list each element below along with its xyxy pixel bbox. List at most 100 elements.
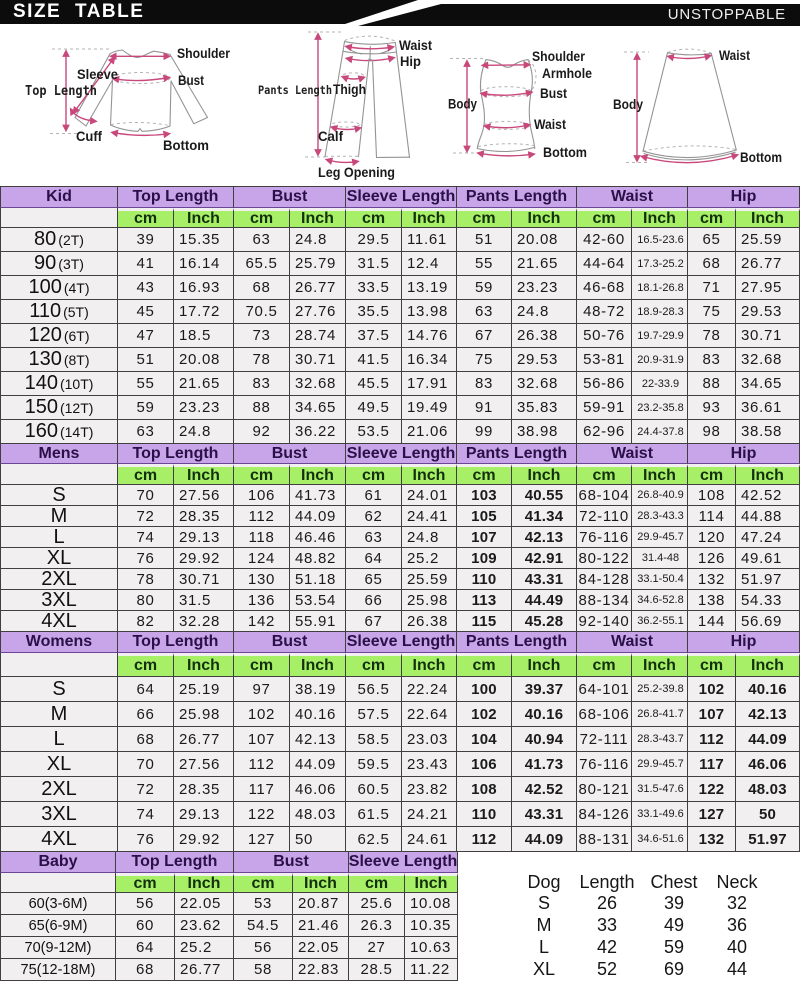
womens-value-cell: 104 bbox=[457, 727, 512, 752]
womens-value-cell: 80-121 bbox=[577, 777, 632, 802]
kid-value-cell: 29.5 bbox=[346, 228, 402, 252]
womens-value-cell: 127 bbox=[688, 802, 736, 827]
womens-value-cell: 40.16 bbox=[512, 702, 577, 727]
mens-value-cell: 41.73 bbox=[290, 485, 346, 506]
dog-col-header: Dog bbox=[527, 871, 561, 892]
mens-col-header: Hip bbox=[688, 444, 800, 464]
mens-value-cell: 30.71 bbox=[174, 569, 234, 590]
mens-size-cell: 3XL bbox=[0, 590, 118, 611]
pants-waist-ellipse bbox=[344, 35, 396, 42]
baby-unit-cm: cm bbox=[349, 873, 405, 893]
kid-value-cell: 16.93 bbox=[174, 276, 234, 300]
kid-value-cell: 29.53 bbox=[512, 348, 577, 372]
womens-value-cell: 40.16 bbox=[290, 702, 346, 727]
womens-value-cell: 23.43 bbox=[402, 752, 457, 777]
pants-thigh-label: Thigh bbox=[333, 81, 366, 97]
womens-value-cell: 50 bbox=[290, 827, 346, 852]
kid-value-cell: 27.76 bbox=[290, 300, 346, 324]
mens-col-header: Top Length bbox=[118, 444, 234, 464]
kid-size-tag: (10T) bbox=[59, 375, 94, 392]
mens-unit-blank bbox=[0, 464, 118, 485]
kid-value-cell: 46-68 bbox=[577, 276, 632, 300]
kid-value-cell: 39 bbox=[118, 228, 174, 252]
pants-left-inner bbox=[357, 58, 370, 158]
cuff-arrow bbox=[69, 107, 98, 125]
mens-value-cell: 48.82 bbox=[290, 548, 346, 569]
kid-value-cell: 62-96 bbox=[577, 420, 632, 444]
baby-value-cell: 10.35 bbox=[405, 915, 458, 937]
dog-value-cell: 49 bbox=[663, 914, 685, 935]
womens-unit-inch: Inch bbox=[512, 653, 577, 677]
baby-size-cell: 70(9-12M) bbox=[0, 937, 116, 959]
kid-value-cell: 24.4-37.8 bbox=[632, 420, 688, 444]
kid-value-cell: 43 bbox=[118, 276, 174, 300]
womens-value-cell: 34.6-51.6 bbox=[632, 827, 688, 852]
kid-size-label: 120 bbox=[28, 324, 62, 346]
womens-size-label: M bbox=[50, 702, 68, 725]
kid-value-cell: 26.77 bbox=[290, 276, 346, 300]
brand-label: UNSTOPPABLE bbox=[667, 6, 786, 23]
kid-value-cell: 21.06 bbox=[402, 420, 457, 444]
womens-value-cell: 102 bbox=[457, 702, 512, 727]
womens-size-cell: 4XL bbox=[0, 827, 118, 852]
womens-size-label: 2XL bbox=[41, 777, 77, 800]
womens-value-cell: 70 bbox=[118, 752, 174, 777]
womens-value-cell: 68-106 bbox=[577, 702, 632, 727]
mens-value-cell: 28.3-43.3 bbox=[632, 506, 688, 527]
pants-band-right bbox=[394, 41, 398, 53]
kid-col-header: Pants Length bbox=[457, 186, 577, 208]
kid-value-cell: 45 bbox=[118, 300, 174, 324]
mens-value-cell: 88-134 bbox=[577, 590, 632, 611]
top-length-label: Top Length bbox=[25, 84, 97, 99]
pants-left-outer bbox=[324, 50, 344, 158]
kid-value-cell: 24.8 bbox=[290, 228, 346, 252]
dog-col-header: Chest bbox=[650, 871, 698, 892]
baby-value-cell: 28.5 bbox=[349, 959, 405, 981]
kid-size-label: 130 bbox=[28, 348, 62, 370]
mens-size-cell: M bbox=[0, 506, 118, 527]
bottom-arrow bbox=[110, 129, 172, 139]
skirt-waist-line bbox=[666, 52, 712, 56]
kid-value-cell: 19.7-29.9 bbox=[632, 324, 688, 348]
womens-size-cell: 3XL bbox=[0, 802, 118, 827]
womens-value-cell: 23.03 bbox=[402, 727, 457, 752]
skirt-right-side bbox=[710, 53, 737, 151]
pants-waistband-top bbox=[343, 41, 396, 45]
kid-size-tag: (6T) bbox=[63, 327, 90, 344]
mens-value-cell: 61 bbox=[346, 485, 402, 506]
mens-value-cell: 25.98 bbox=[402, 590, 457, 611]
womens-value-cell: 102 bbox=[688, 677, 736, 702]
vest-bottom-label: Bottom bbox=[543, 144, 587, 160]
mens-value-cell: 44.09 bbox=[290, 506, 346, 527]
womens-size-cell: M bbox=[0, 702, 118, 727]
kid-value-cell: 18.5 bbox=[174, 324, 234, 348]
mens-value-cell: 42.91 bbox=[512, 548, 577, 569]
womens-value-cell: 38.19 bbox=[290, 677, 346, 702]
pants-calf-label: Calf bbox=[318, 128, 343, 144]
kid-value-cell: 65.5 bbox=[234, 252, 290, 276]
mens-col-header: Waist bbox=[577, 444, 688, 464]
mens-value-cell: 54.33 bbox=[736, 590, 800, 611]
kid-size-label: 80 bbox=[34, 228, 57, 250]
mens-value-cell: 110 bbox=[457, 569, 512, 590]
baby-value-cell: 56 bbox=[116, 893, 175, 915]
dog-size-label: L bbox=[538, 936, 549, 957]
kid-unit-cm: cm bbox=[457, 208, 512, 228]
kid-value-cell: 36.22 bbox=[290, 420, 346, 444]
kid-value-cell: 17.91 bbox=[402, 372, 457, 396]
pants-right-outer bbox=[395, 51, 411, 159]
dog-size-label: M bbox=[536, 914, 552, 935]
vest-neck bbox=[485, 59, 529, 68]
mens-unit-cm: cm bbox=[234, 464, 290, 485]
kid-size-label: 110 bbox=[29, 300, 62, 322]
womens-size-label: S bbox=[52, 677, 66, 700]
baby-section-title: Baby bbox=[0, 852, 116, 873]
kid-unit-blank bbox=[0, 208, 118, 228]
dog-size-label: S bbox=[537, 892, 550, 913]
kid-value-cell: 88 bbox=[688, 372, 736, 396]
mens-size-label: S bbox=[52, 485, 66, 506]
mens-unit-cm: cm bbox=[688, 464, 736, 485]
womens-unit-inch: Inch bbox=[402, 653, 457, 677]
kid-value-cell: 68 bbox=[688, 252, 736, 276]
pants-right-inner bbox=[371, 59, 378, 159]
